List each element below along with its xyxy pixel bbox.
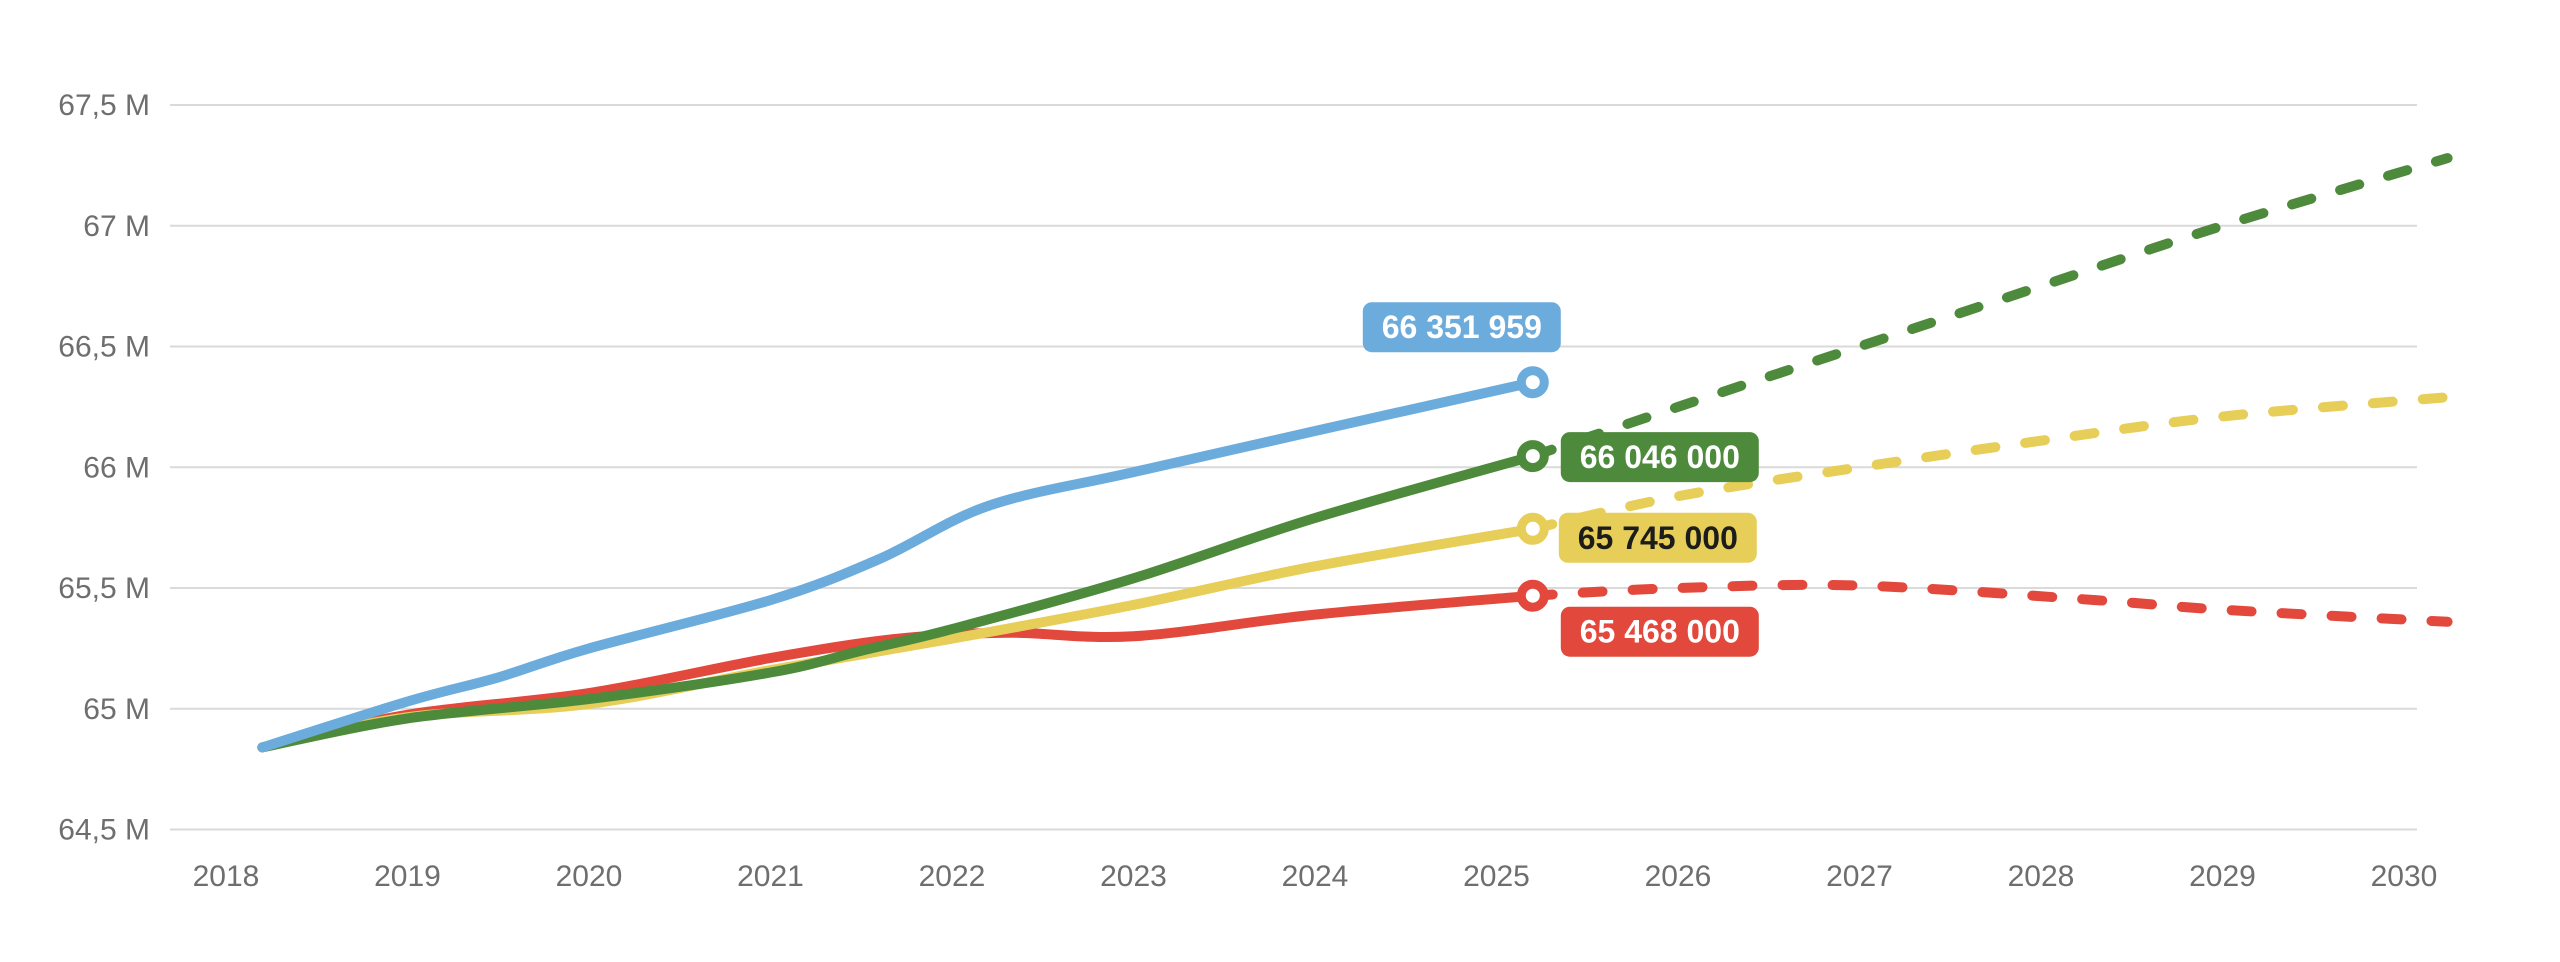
y-axis-tick-label: 65,5 M [58,572,150,605]
series-line-red [257,590,1538,753]
x-axis-tick-label: 2023 [1100,860,1167,893]
value-label-text: 66 046 000 [1580,439,1740,475]
value-label-box [1362,302,1561,353]
x-axis-tick-label: 2020 [556,860,623,893]
series-line-green [257,451,1538,753]
series-endpoint-marker-yellow[interactable] [1516,512,1549,545]
value-label-box [1560,606,1759,657]
x-axis-tick-label: 2028 [2008,860,2075,893]
series-projection-line-yellow [1527,392,2453,534]
x-axis-tick-label: 2022 [919,860,986,893]
series-line-blue [257,377,1538,753]
value-label-text: 66 351 959 [1382,309,1542,345]
x-axis-tick-label: 2026 [1645,860,1712,893]
value-label-yellow: 65 745 000 [1558,512,1757,563]
y-axis-tick-label: 66 M [83,451,150,484]
x-axis-tick-label: 2024 [1282,860,1349,893]
y-axis-tick-label: 66,5 M [58,331,150,364]
series-endpoint-marker-blue[interactable] [1516,366,1549,399]
value-label-text: 65 468 000 [1580,614,1740,650]
value-label-box [1558,512,1757,563]
value-label-green: 66 046 000 [1560,432,1759,483]
series-endpoint-marker-red[interactable] [1516,579,1549,612]
value-label-red: 65 468 000 [1560,606,1759,657]
x-axis-tick-label: 2030 [2371,860,2438,893]
series-projection-line-green [1527,153,2453,462]
x-axis-tick-label: 2025 [1463,860,1530,893]
series-projection-line-red [1527,579,2453,627]
x-axis-tick-label: 2021 [737,860,804,893]
y-axis-tick-label: 65 M [83,693,150,726]
x-axis-tick-label: 2018 [193,860,260,893]
value-label-blue: 66 351 959 [1362,302,1561,353]
x-axis-tick-label: 2029 [2189,860,2256,893]
y-axis-tick-label: 67 M [83,210,150,243]
y-axis-tick-label: 64,5 M [58,814,150,847]
value-label-box [1560,432,1759,483]
x-axis-tick-label: 2019 [374,860,441,893]
x-axis-tick-label: 2027 [1826,860,1893,893]
series-endpoint-marker-green[interactable] [1516,440,1549,473]
value-label-text: 65 745 000 [1578,520,1738,556]
y-axis-tick-label: 67,5 M [58,89,150,122]
